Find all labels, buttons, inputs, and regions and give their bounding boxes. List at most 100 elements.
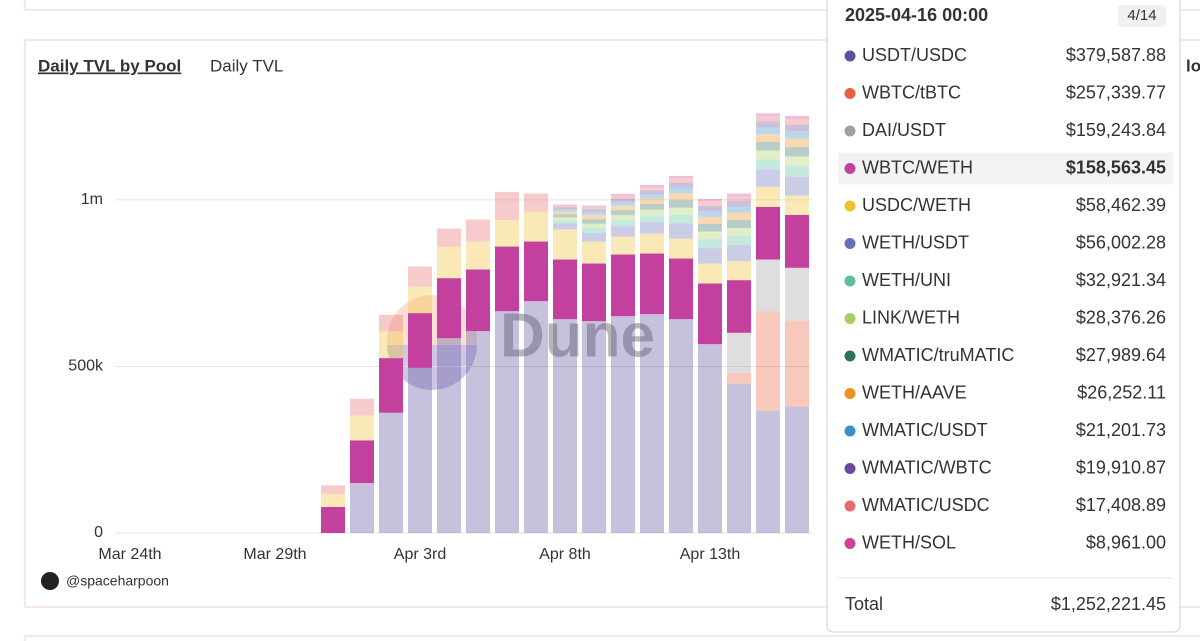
bar-segment: [785, 156, 809, 166]
bar-segment: [640, 186, 664, 191]
bar-segment: [785, 406, 809, 533]
bar-segment: [350, 483, 374, 533]
bar-segment: [756, 141, 780, 151]
series-dot: [844, 500, 856, 512]
bar-segment: [640, 209, 664, 216]
bar-segment: [611, 210, 635, 216]
bar-segment: [785, 115, 809, 119]
bar-segment: [640, 233, 664, 254]
bar-segment: [321, 493, 345, 508]
bar-segment: [756, 113, 780, 116]
series-value: $58,462.39: [1076, 195, 1166, 215]
bar-segment: [582, 321, 606, 533]
series-value: $257,339.77: [1066, 82, 1166, 102]
bar-segment: [727, 200, 751, 207]
bar-segment: [756, 133, 780, 142]
series-name: WETH/AAVE: [862, 382, 967, 402]
bar-segment: [524, 301, 548, 533]
bar-segment: [698, 239, 722, 249]
tooltip-counter: 4/14: [1127, 7, 1156, 24]
x-tick-label: Apr 3rd: [394, 546, 446, 563]
series-value: $8,961.00: [1086, 532, 1166, 552]
bar-segment: [640, 203, 664, 210]
bar-segment: [611, 316, 635, 533]
bar-segment: [408, 286, 432, 314]
bar-segment: [669, 238, 693, 259]
bar-segment: [727, 212, 751, 220]
bar-segment: [698, 283, 722, 345]
series-name: WMATIC/WBTC: [862, 457, 992, 477]
bar-segment: [727, 193, 751, 196]
x-tick-label: Mar 29th: [243, 546, 306, 563]
series-name: WMATIC/USDT: [862, 420, 988, 440]
bar-segment: [698, 344, 722, 533]
bar-segment: [582, 223, 606, 228]
bar-segment: [582, 205, 606, 207]
bar-segment: [785, 118, 809, 125]
series-dot: [844, 163, 856, 174]
bar-segment: [640, 198, 664, 204]
bar-segment: [611, 198, 635, 202]
series-dot: [844, 388, 856, 399]
bar-segment: [437, 228, 461, 247]
bar-segment: [553, 214, 577, 218]
bar-segment: [727, 235, 751, 246]
bar-segment: [698, 201, 722, 206]
bar-segment: [669, 175, 693, 179]
bar-segment: [785, 195, 809, 215]
series-name: WBTC/tBTC: [862, 82, 961, 102]
bar-segment: [582, 263, 606, 322]
bar-segment: [553, 319, 577, 533]
series-value: $32,921.34: [1076, 270, 1166, 290]
total-value: $1,252,221.45: [1051, 594, 1166, 614]
bar-segment: [611, 201, 635, 206]
tab-active[interactable]: Daily TVL by Pool: [38, 56, 181, 75]
bar-segment: [553, 207, 577, 210]
bar-segment: [408, 367, 432, 533]
bar-segment: [785, 138, 809, 148]
row-highlight: [838, 152, 1173, 185]
series-dot: [844, 275, 856, 287]
series-dot: [844, 350, 856, 362]
bar-segment: [582, 215, 606, 220]
bar-segment: [698, 216, 722, 224]
series-dot: [844, 313, 856, 324]
bar-segment: [727, 383, 751, 533]
bar-segment: [611, 193, 635, 196]
bar-segment: [785, 320, 809, 407]
tooltip: 2025-04-16 00:00 4/14 Total $1,252,221.4…: [826, 0, 1181, 633]
bar-segment: [582, 206, 606, 210]
bar-segment: [727, 245, 751, 262]
bar-segment: [321, 507, 345, 533]
x-tick-label: Mar 24th: [98, 546, 161, 563]
bar-segment: [553, 223, 577, 230]
bar-segment: [669, 182, 693, 188]
bar-segment: [785, 176, 809, 196]
bar-segment: [727, 372, 751, 384]
tab[interactable]: Daily TVL: [210, 56, 283, 75]
bar-segment: [698, 231, 722, 240]
bar-segment: [553, 204, 577, 206]
bar-segment: [437, 278, 461, 339]
bar-segment: [350, 440, 374, 484]
author: @spaceharpoon: [66, 573, 169, 589]
bar-segment: [553, 220, 577, 224]
bar-segment: [466, 269, 490, 332]
series-value: $28,376.26: [1076, 307, 1166, 327]
bar-segment: [669, 207, 693, 215]
bar-segment: [756, 410, 780, 533]
bar-segment: [553, 211, 577, 215]
bar-segment: [553, 259, 577, 320]
y-tick-label: 500k: [68, 358, 104, 375]
bar-segment: [640, 184, 664, 187]
series-name: USDC/WETH: [862, 195, 971, 215]
bar-segment: [408, 313, 432, 368]
bar-segment: [553, 217, 577, 221]
series-name: WETH/USDT: [862, 232, 969, 252]
bar-segment: [756, 206, 780, 260]
bar-segment: [553, 209, 577, 212]
bar-segment: [524, 193, 548, 212]
bar-segment: [495, 191, 519, 220]
